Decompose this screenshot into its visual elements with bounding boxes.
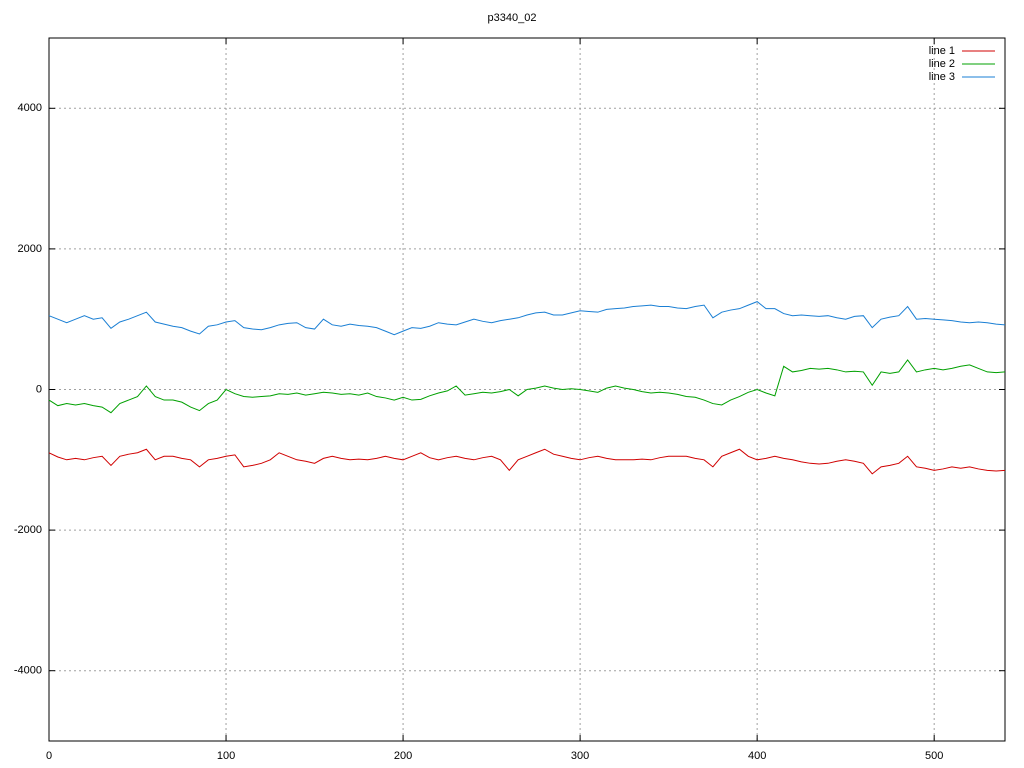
y-tick-label: 2000 [18,243,42,255]
x-tick-label: 100 [217,750,235,762]
chart-title: p3340_02 [488,12,537,24]
plot-frame [48,37,1006,742]
y-tick-label: -2000 [14,524,42,536]
y-tick-label: 0 [36,383,42,395]
legend-label: line 3 [929,71,955,83]
data-line [48,448,1006,475]
x-tick-label: 0 [46,750,52,762]
data-line [48,359,1006,414]
y-tick-label: -4000 [14,665,42,677]
x-tick-label: 400 [748,750,766,762]
data-line [48,301,1006,336]
y-tick-label: 4000 [18,102,42,114]
legend-label: line 2 [929,58,955,70]
legend-label: line 1 [929,45,955,57]
x-tick-label: 200 [394,750,412,762]
x-tick-label: 300 [571,750,589,762]
x-tick-label: 500 [925,750,943,762]
